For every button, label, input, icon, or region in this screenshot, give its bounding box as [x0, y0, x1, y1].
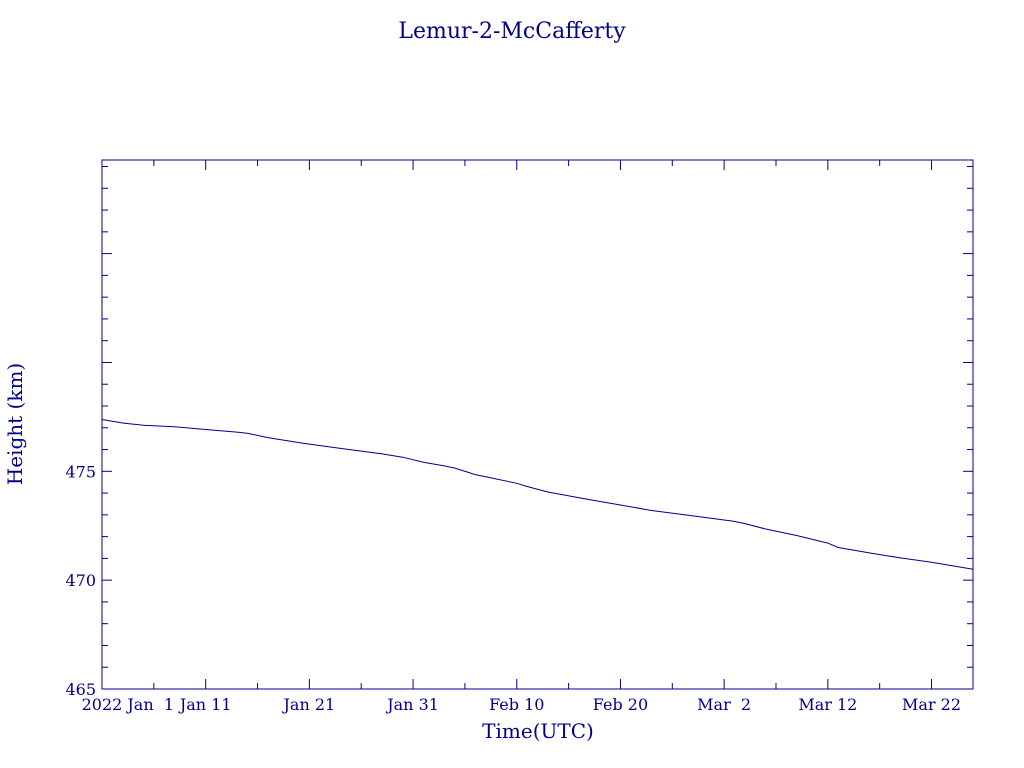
- axis-ticks: [101, 160, 973, 690]
- x-tick-label: Feb 20: [593, 695, 648, 714]
- x-tick-label: 2022 Jan 1: [82, 695, 174, 714]
- x-tick-label: Jan 31: [385, 695, 439, 714]
- x-tick-label: Feb 10: [489, 695, 544, 714]
- y-axis-title: Height (km): [3, 363, 27, 485]
- x-tick-label: Mar 22: [902, 695, 961, 714]
- x-tick-label: Mar 2: [697, 695, 751, 714]
- height-series-line: [101, 419, 974, 570]
- chart-title: Lemur-2-McCafferty: [398, 19, 626, 44]
- x-axis-title: Time(UTC): [482, 719, 594, 743]
- x-tick-label: Jan 11: [178, 695, 232, 714]
- x-tick-label: Mar 12: [798, 695, 857, 714]
- y-tick-label: 475: [65, 462, 96, 481]
- x-tick-labels: 2022 Jan 1 Jan 11 Jan 21 Jan 31 Feb 10 Feb 20…: [82, 695, 961, 714]
- x-tick-label: Jan 21: [282, 695, 336, 714]
- y-tick-label: 465: [65, 680, 96, 699]
- y-tick-label: 470: [65, 571, 96, 590]
- plot-frame: [101, 159, 974, 690]
- y-tick-labels: 465 470 475: [65, 462, 96, 699]
